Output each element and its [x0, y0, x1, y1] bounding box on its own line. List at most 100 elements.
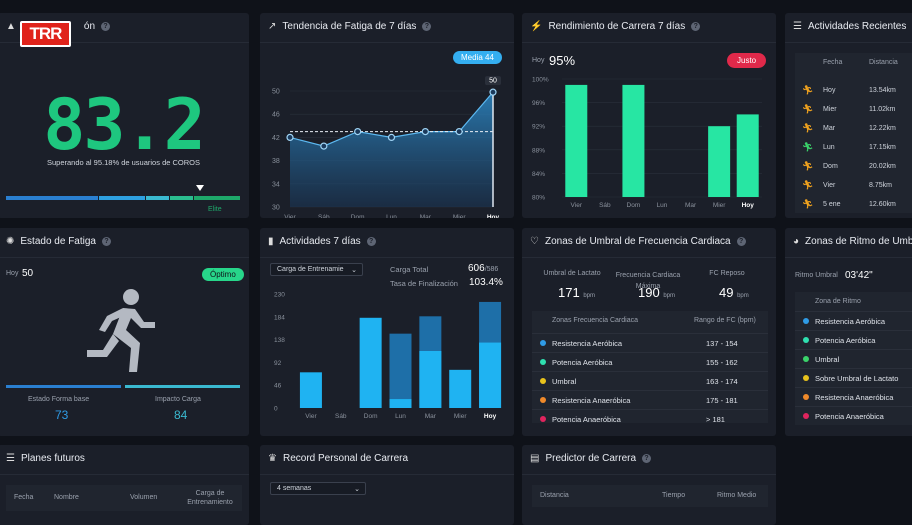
- today-fatigue-value: 50: [22, 268, 34, 279]
- info-icon[interactable]: ?: [102, 237, 111, 246]
- data-point[interactable]: [421, 127, 429, 136]
- period-select[interactable]: 4 semanas ⌄: [270, 482, 366, 495]
- x-tick-label: Dom: [627, 202, 641, 209]
- average-badge: Media 44: [453, 51, 502, 64]
- y-tick-label: 84%: [532, 171, 545, 178]
- table-row: Resistencia Anaeróbica 175 - 181: [532, 390, 768, 409]
- info-icon[interactable]: ?: [642, 454, 652, 463]
- future-plans-title: Planes futuros: [20, 453, 85, 464]
- metric-select[interactable]: Carga de Entrenamie ⌄: [270, 263, 363, 276]
- activity-distance: 12.22km: [869, 125, 896, 132]
- card-title: ♛ Record Personal de Carrera: [268, 453, 408, 464]
- activities-chart: 230 184 138 92 46 0 Vier Sáb Dom Lun Mar Mier Hoy: [274, 292, 502, 420]
- recent-activities-card: ☰ Actividades Recientes Fecha Distancia 🏃…: [785, 13, 912, 218]
- info-icon[interactable]: ?: [101, 22, 111, 31]
- card-header: [260, 445, 514, 475]
- performance-bar[interactable]: [622, 84, 645, 197]
- y-tick-label: 46: [274, 383, 282, 390]
- today-label: Hoy: [6, 270, 19, 277]
- column-header-name: Nombre: [54, 494, 79, 501]
- max-hr-label: Frecuencia Cardiaca Máxima: [615, 272, 681, 290]
- list-item[interactable]: 🏃︎ Lun 17.15km: [795, 138, 912, 157]
- trend-icon: ↗: [268, 21, 277, 32]
- y-tick-label: 88%: [532, 147, 545, 154]
- pace-zones-title: Zonas de Ritmo de Umbr: [805, 236, 912, 247]
- run-performance-card: ⚡ Rendimiento de Carrera 7 días? Hoy 95% …: [522, 13, 776, 218]
- rest-hr-value: 49 bpm: [719, 285, 749, 300]
- calendar-icon: ▤: [530, 453, 540, 464]
- card-title: ✺ Estado de Fatiga?: [6, 236, 111, 247]
- max-hr-number: 190: [638, 285, 660, 300]
- data-point[interactable]: [286, 133, 294, 142]
- data-point[interactable]: [387, 133, 396, 142]
- list-item[interactable]: 🏃︎ Mar 12.22km: [795, 119, 912, 138]
- activity-date: Lun: [823, 144, 835, 151]
- load-bar: [125, 385, 240, 388]
- info-icon[interactable]: ?: [422, 22, 432, 31]
- planned-load-bar[interactable]: [389, 333, 412, 408]
- status-badge: Justo: [727, 53, 767, 68]
- data-point[interactable]: [489, 88, 497, 96]
- list-icon: ☰: [793, 21, 802, 32]
- column-header-range: Rango de FC (bpm): [694, 317, 756, 324]
- column-header-pace: Ritmo Medio: [717, 492, 757, 499]
- card-title: ♡ Zonas de Umbral de Frecuencia Cardiaca?: [530, 236, 746, 247]
- data-point[interactable]: [455, 127, 463, 136]
- fatigue-state-title: Estado de Fatiga: [20, 236, 96, 247]
- score-title: ón: [83, 21, 96, 32]
- actual-load-bar[interactable]: [479, 342, 502, 408]
- activity-distance: 11.02km: [869, 106, 896, 113]
- zone-range: 137 - 154: [706, 338, 738, 348]
- today-label: Hoy: [532, 57, 545, 64]
- y-tick-label: 92%: [532, 124, 545, 131]
- list-item[interactable]: 🏃︎ Hoy 13.54km: [795, 81, 912, 100]
- recent-activities-title: Actividades Recientes: [807, 21, 907, 32]
- actual-load-bar[interactable]: [389, 399, 412, 408]
- list-item[interactable]: 🏃︎ Vier 8.75km: [795, 176, 912, 195]
- info-icon[interactable]: ?: [691, 22, 701, 31]
- card-header: [0, 13, 249, 43]
- zone-color-dot: [540, 416, 546, 422]
- actual-load-bar[interactable]: [359, 317, 382, 408]
- speedometer-icon: ◕: [793, 236, 800, 247]
- card-header: [260, 13, 514, 43]
- performance-bar[interactable]: [736, 114, 759, 197]
- card-title: ▤ Predictor de Carrera?: [530, 453, 652, 464]
- list-item[interactable]: 🏃︎ Dom 20.02km: [795, 157, 912, 176]
- actual-load-bar[interactable]: [419, 351, 442, 408]
- race-predictor-card: ▤ Predictor de Carrera? Distancia Tiempo …: [522, 445, 776, 525]
- table-row: Umbral 163 - 174: [532, 371, 768, 390]
- list-item[interactable]: 🏃︎ Mier 11.02km: [795, 100, 912, 119]
- zone-color-dot: [803, 394, 809, 400]
- future-table-header: Fecha Nombre Volumen Carga de Entrenamie…: [6, 485, 242, 511]
- chevron-down-icon: ⌄: [354, 486, 360, 493]
- optimal-badge: Óptimo: [202, 268, 244, 281]
- actual-load-bar[interactable]: [449, 369, 472, 408]
- base-bar: [6, 385, 121, 388]
- actual-load-bar[interactable]: [299, 372, 322, 408]
- max-hr-value: 190 bpm: [638, 285, 675, 300]
- x-tick-label: Sáb: [599, 202, 611, 209]
- x-tick-label: Vier: [305, 413, 317, 420]
- list-item[interactable]: 🏃︎ 5 ene 12.60km: [795, 195, 912, 214]
- info-icon[interactable]: ?: [736, 237, 746, 246]
- run-icon: 🏃︎: [802, 85, 814, 95]
- table-row: Potencia Aeróbica 155 - 162: [532, 352, 768, 371]
- zone-range: 175 - 181: [706, 395, 738, 405]
- score-level-label: Elite: [208, 206, 222, 213]
- zone-name: Potencia Aeróbica: [552, 357, 613, 367]
- data-point[interactable]: [354, 127, 362, 136]
- lactate-threshold-label: Umbral de Lactato: [543, 270, 601, 277]
- run-icon: 🏃︎: [802, 123, 814, 133]
- bpm-unit: bpm: [663, 293, 675, 299]
- zone-color-dot: [803, 356, 809, 362]
- rest-hr-number: 49: [719, 285, 734, 300]
- score-value: 83.2: [43, 84, 206, 166]
- lactate-threshold-value: 171 bpm: [558, 285, 595, 300]
- column-header-pace-zone: Zona de Ritmo: [815, 298, 861, 305]
- info-icon[interactable]: ?: [366, 237, 376, 246]
- performance-bar[interactable]: [565, 84, 588, 197]
- x-tick-label: Mar: [420, 214, 432, 218]
- data-point[interactable]: [320, 142, 328, 150]
- performance-bar[interactable]: [708, 126, 731, 197]
